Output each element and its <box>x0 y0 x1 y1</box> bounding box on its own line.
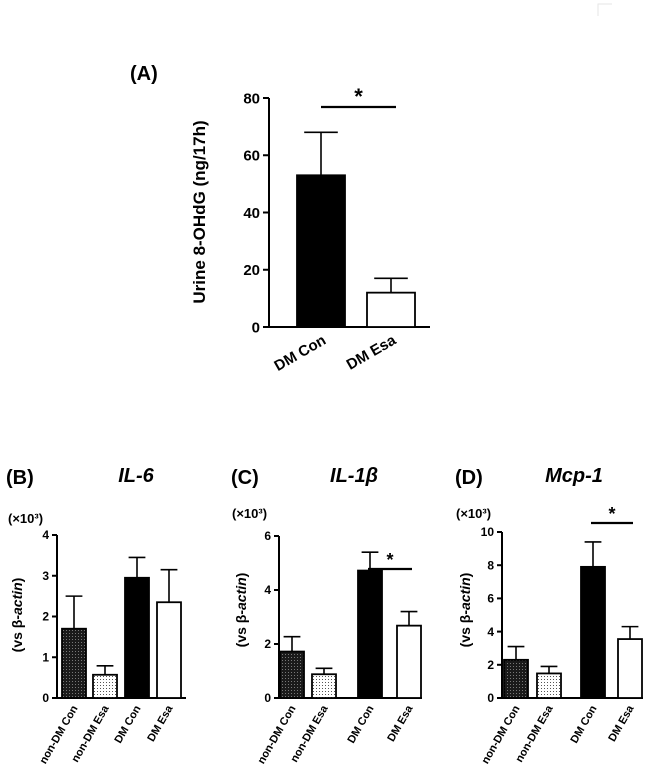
bar <box>503 658 529 699</box>
panel-a-letter: (A) <box>130 63 158 85</box>
x-tick-label: DM Esa <box>344 331 400 373</box>
y-tick-label: 80 <box>243 90 260 107</box>
x-tick-label: DM Esa <box>385 703 416 744</box>
y-tick-label: 40 <box>243 205 260 222</box>
significance-star: * <box>386 550 393 570</box>
panel-b-title: IL-6 <box>118 465 154 487</box>
y-tick-label: 6 <box>487 592 494 606</box>
panel-b-ylabel: (vs β-actin) <box>9 578 25 653</box>
significance-star: * <box>354 84 363 109</box>
x-tick-label: DM Con <box>271 332 329 375</box>
panel-d-ylabel: (vs β-actin) <box>457 573 473 648</box>
bar <box>124 576 150 699</box>
y-tick-label: 60 <box>243 148 260 165</box>
bar <box>92 673 118 699</box>
panel-c: (C) IL-1β (×10³) (vs β-actin) 0246non-DM… <box>231 465 422 766</box>
bar <box>61 627 87 699</box>
bar <box>296 174 346 328</box>
y-tick-label: 4 <box>264 583 271 597</box>
y-tick-label: 1 <box>42 650 49 664</box>
panel-d-letter: (D) <box>455 467 483 489</box>
panel-c-letter: (C) <box>231 467 259 489</box>
y-tick-label: 0 <box>264 691 271 705</box>
y-tick-label: 2 <box>42 610 49 624</box>
bar <box>396 624 422 699</box>
panel-d-scale-label: (×10³) <box>456 506 491 521</box>
y-tick-label: 0 <box>487 691 494 705</box>
panel-c-title: IL-1β <box>330 465 378 487</box>
bar <box>580 565 606 699</box>
significance-star: * <box>608 504 615 524</box>
x-tick-label: DM Esa <box>145 703 176 744</box>
y-tick-label: 4 <box>42 528 49 542</box>
x-tick-label: DM Con <box>112 703 143 745</box>
x-tick-label: DM Esa <box>606 703 637 744</box>
y-tick-label: 2 <box>264 637 271 651</box>
y-tick-label: 3 <box>42 569 49 583</box>
bar <box>617 638 643 699</box>
panel-c-ylabel: (vs β-actin) <box>233 573 249 648</box>
panel-a-ylabel: Urine 8-OHdG (ng/17h) <box>190 120 209 303</box>
y-tick-label: 4 <box>487 625 494 639</box>
bar <box>536 672 562 699</box>
panel-a: (A) Urine 8-OHdG (ng/17h) 0 20 40 60 80 DM Co… <box>130 63 430 375</box>
y-tick-label: 10 <box>481 525 495 539</box>
panel-b-scale-label: (×10³) <box>8 511 43 526</box>
bar <box>311 673 337 699</box>
panel-a-plot: 0 20 40 60 80 DM Con DM Esa * <box>243 84 430 375</box>
panel-b: (B) IL-6 (×10³) (vs β-actin) 01234non-DM… <box>6 465 186 766</box>
bar <box>357 569 383 699</box>
bar <box>156 601 182 699</box>
y-tick-label: 0 <box>252 319 260 336</box>
y-tick-label: 6 <box>264 529 271 543</box>
y-tick-label: 20 <box>243 262 260 279</box>
corner-mark <box>597 3 612 16</box>
panel-b-letter: (B) <box>6 467 34 489</box>
panel-d-title: Mcp-1 <box>545 465 603 487</box>
panel-c-scale-label: (×10³) <box>232 506 267 521</box>
y-tick-label: 8 <box>487 558 494 572</box>
bar <box>366 291 416 328</box>
y-tick-label: 0 <box>42 691 49 705</box>
panel-d: (D) Mcp-1 (×10³) (vs β-actin) 0246810non… <box>455 465 643 766</box>
bar <box>279 650 305 699</box>
x-tick-label: DM Con <box>568 703 599 745</box>
x-tick-label: DM Con <box>345 703 376 745</box>
y-tick-label: 2 <box>487 658 494 672</box>
